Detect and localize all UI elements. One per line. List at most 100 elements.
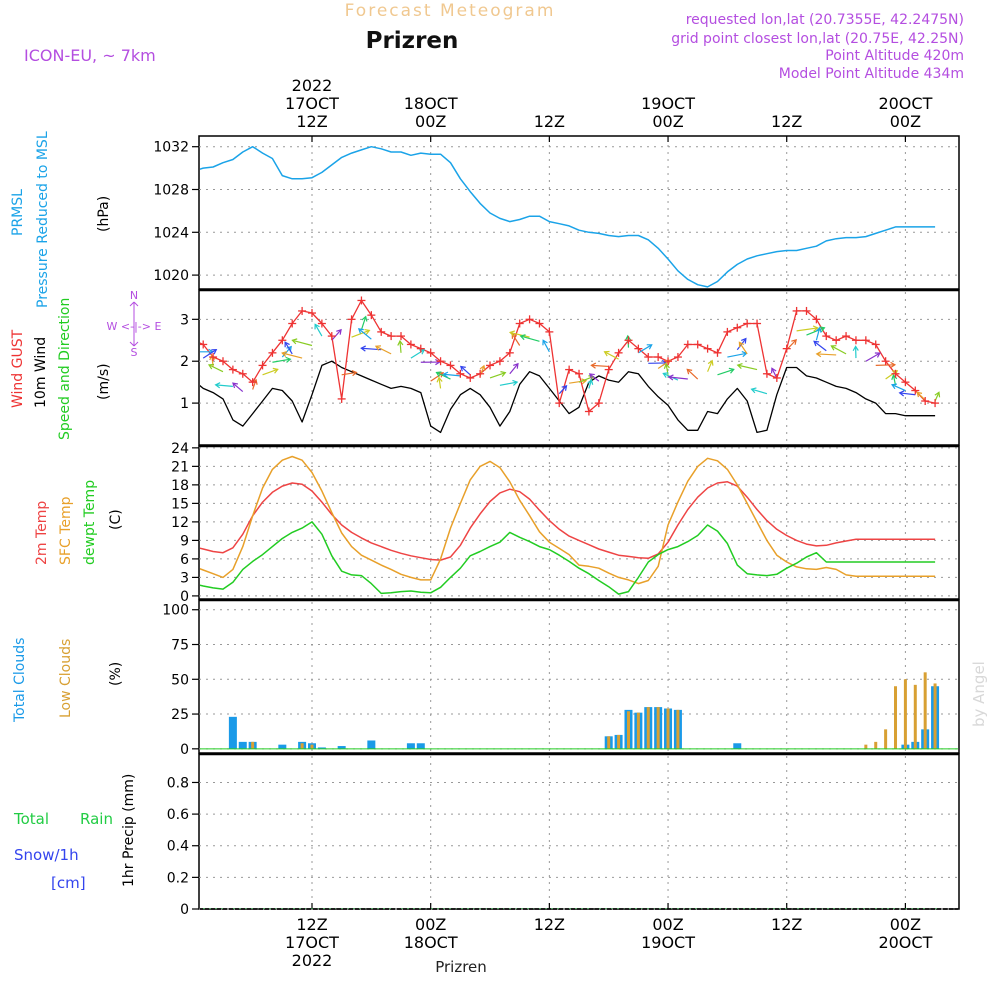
rain-bar <box>200 908 208 909</box>
low-cloud-bar <box>646 707 650 749</box>
point-altitude: Point Altitude 420m <box>825 48 964 64</box>
wind-arrow-head <box>207 363 215 370</box>
wind-arrow-head <box>791 339 797 345</box>
wind-direction-arrow <box>292 339 313 347</box>
wind-arrow-head <box>852 345 859 352</box>
wind-direction-arrow <box>899 392 916 396</box>
y-tick-label: 15 <box>171 496 189 512</box>
wind-arrow-head <box>830 345 837 351</box>
wind-arrow-head <box>815 351 822 358</box>
rain-bar <box>278 908 287 909</box>
wind-arrow-head <box>435 359 441 366</box>
rain-bar <box>673 908 682 909</box>
wind-direction-arrow <box>865 352 881 362</box>
precip-total-label: Total <box>13 810 49 828</box>
wind-arrow-head <box>542 339 548 346</box>
wind-arrow-head <box>336 328 342 335</box>
sfc-temp-line <box>200 455 936 585</box>
wind-direction-arrow <box>358 328 372 340</box>
rain-bar <box>416 908 425 909</box>
time-label: 18OCT <box>404 933 458 952</box>
wind-arrow-head <box>435 371 442 377</box>
wind-direction-arrow <box>208 364 224 373</box>
wind-unit: (m/s) <box>96 363 112 400</box>
temp-sfc-label: SFC Temp <box>58 496 74 565</box>
low-cloud-bar <box>864 744 868 749</box>
rain-bar <box>812 908 821 909</box>
total-cloud-bar <box>228 716 237 749</box>
y-tick-label: 0 <box>180 589 189 605</box>
time-label: 12Z <box>771 915 802 934</box>
wind-direction-arrow <box>816 353 837 356</box>
y-tick-label: 3 <box>180 312 189 328</box>
rain-bar <box>614 908 623 909</box>
gust-markers <box>200 296 940 416</box>
y-tick-label: 1 <box>180 396 189 412</box>
wind-arrow-head <box>351 370 358 377</box>
y-tick-label: 0.6 <box>167 807 189 823</box>
wind-direction-arrow <box>638 344 653 354</box>
wind-direction-arrow <box>813 340 827 352</box>
y-tick-label: 75 <box>171 638 189 654</box>
wind-arrow-head <box>561 384 568 391</box>
rain-bar <box>476 908 485 909</box>
wind-arrow-head <box>314 323 320 330</box>
total-cloud-bar <box>733 743 742 749</box>
low-cloud-bar <box>607 736 611 749</box>
compass-s: S <box>131 346 138 359</box>
wind-direction-arrow <box>375 345 392 355</box>
prmsl-line <box>200 145 936 288</box>
time-label: 2022 <box>292 951 333 970</box>
wind-arrow-head <box>890 361 897 369</box>
wind-arrow-head <box>459 365 466 372</box>
total-cloud-bar <box>337 746 346 749</box>
wind-direction-arrow <box>717 368 734 376</box>
y-tick-label: 1020 <box>153 268 189 284</box>
supertitle: Forecast Meteogram <box>345 1 556 21</box>
wind-10m-line <box>200 360 936 434</box>
wind-direction-arrow <box>331 329 342 341</box>
time-label: 17OCT <box>285 933 339 952</box>
rain-bar <box>397 908 406 909</box>
y-tick-label: 0 <box>180 742 189 758</box>
y-tick-label: 12 <box>171 515 189 531</box>
time-label: 12Z <box>534 112 565 131</box>
wind-direction-arrow <box>738 342 748 355</box>
wind-direction-arrow <box>686 368 699 380</box>
precip-cm-label: [cm] <box>51 874 86 892</box>
low-cloud-bar <box>933 683 937 749</box>
wind-direction-arrow <box>751 388 768 395</box>
location-title: Prizren <box>366 28 459 54</box>
wind-direction-arrow <box>232 382 244 393</box>
wind-arrow-head <box>209 354 216 361</box>
rain-bar <box>367 908 376 909</box>
wind-direction-arrow <box>252 379 257 390</box>
wind-labels: Wind GUST 10m Wind Speed and Direction (… <box>10 289 161 440</box>
wind-arrow-head <box>479 364 486 371</box>
rain-bar <box>703 908 712 909</box>
wind-arrow-head <box>603 350 610 357</box>
y-tick-label: 1028 <box>153 182 189 198</box>
wind-arrow-head <box>736 363 743 370</box>
wind-direction-arrow <box>436 371 451 380</box>
wind-arrow-head <box>819 326 826 333</box>
wind-arrow-head <box>590 362 597 369</box>
total-clouds-label: Total Clouds <box>12 638 28 723</box>
rain-bar <box>871 908 880 909</box>
time-label: 00Z <box>890 915 921 934</box>
total-cloud-bar <box>317 747 326 749</box>
wind-direction-arrow <box>520 335 540 342</box>
time-label: 00Z <box>415 112 446 131</box>
time-label: 12Z <box>296 915 327 934</box>
dewpt-line <box>200 521 936 595</box>
wind-direction-arrow <box>360 316 367 330</box>
rain-bar <box>308 908 316 909</box>
low-cloud-bar <box>300 743 304 749</box>
wind-arrow-head <box>512 379 519 386</box>
wind-arrow-head <box>500 371 507 377</box>
pressure-panel-frame <box>198 135 960 290</box>
low-cloud-bar <box>656 707 660 749</box>
model-altitude: Model Point Altitude 434m <box>779 66 964 82</box>
y-tick-label: 2 <box>180 354 189 370</box>
pressure-unit: (hPa) <box>96 196 112 232</box>
